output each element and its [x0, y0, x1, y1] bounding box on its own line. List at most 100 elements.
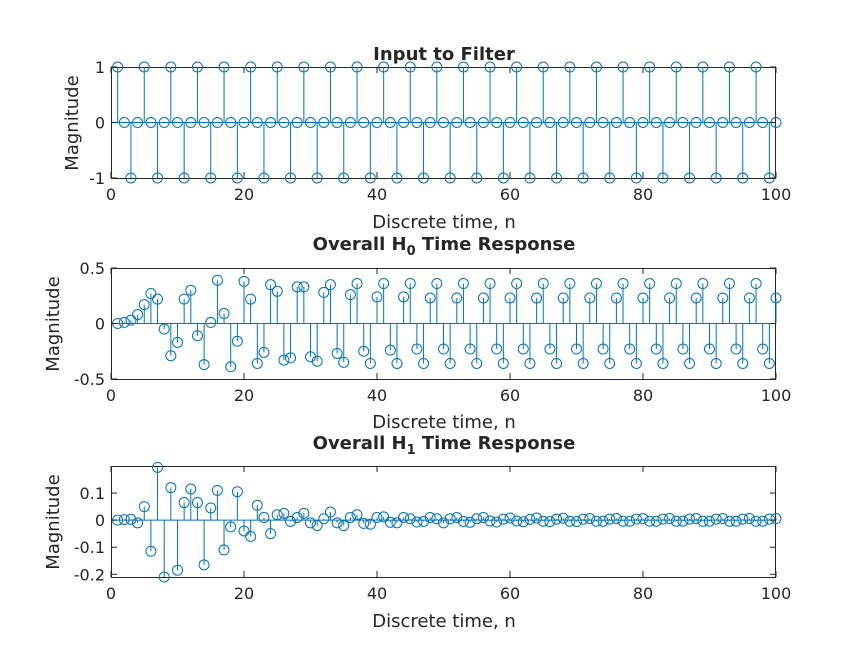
stem-marker: [537, 61, 549, 73]
stem-marker: [211, 117, 223, 128]
stem-marker: [710, 513, 722, 525]
stem-marker: [324, 506, 336, 518]
stem-marker: [551, 513, 563, 525]
stem-marker: [511, 61, 523, 73]
tick-marks: [110, 267, 777, 380]
stem-marker: [185, 117, 197, 128]
stem-marker: [531, 292, 543, 304]
stem-marker: [544, 117, 556, 128]
stem-marker: [378, 278, 390, 290]
stem-marker: [418, 516, 430, 527]
stem-marker: [398, 117, 410, 128]
stem-marker: [218, 61, 230, 73]
stem-marker: [524, 172, 536, 184]
stem-marker: [384, 117, 396, 128]
x-tick-label: 0: [106, 584, 116, 603]
stem-marker: [677, 343, 689, 355]
stem-marker: [497, 513, 509, 525]
stem-marker: [684, 357, 696, 369]
x-axis-label: Discrete time, n: [372, 611, 516, 632]
x-tick-label: 20: [234, 185, 254, 204]
stem-marker: [743, 513, 755, 525]
stem-marker: [364, 172, 376, 184]
subplot-h1-response: 0 20 40 60 80 100 -0.2 -0.1 0 0.1 Overall H1 Time…: [43, 433, 791, 632]
stem-marker: [231, 486, 243, 498]
stem-marker: [351, 61, 363, 73]
stem-marker: [464, 516, 476, 528]
stem-marker: [318, 513, 330, 525]
stem-marker: [138, 501, 150, 513]
y-axis-label: Magnitude: [43, 276, 64, 371]
stem-marker: [617, 278, 629, 290]
stem-marker: [637, 292, 649, 304]
stem-marker: [391, 357, 403, 369]
x-tick-label: 60: [500, 584, 520, 603]
stem-marker: [344, 511, 356, 523]
stem-marker: [324, 279, 336, 291]
stem-marker: [531, 512, 543, 524]
stem-marker: [477, 511, 489, 523]
stem-marker: [258, 172, 270, 184]
stem-marker: [391, 172, 403, 184]
stem-marker: [245, 61, 257, 73]
stem-marker: [351, 509, 363, 521]
stem-marker: [590, 61, 602, 73]
stem-marker: [198, 117, 210, 128]
stem-marker: [564, 61, 576, 73]
stem-marker: [451, 511, 463, 523]
stem-marker: [677, 515, 689, 527]
stem-marker: [251, 357, 263, 369]
stem-marker: [584, 117, 596, 128]
stem-marker: [278, 117, 290, 128]
stem-marker: [331, 517, 343, 529]
stem-marker: [358, 117, 370, 128]
stem-marker: [411, 117, 423, 128]
stem-marker: [205, 316, 217, 328]
title-subscript: 1: [407, 443, 416, 458]
stem-marker: [331, 117, 343, 128]
x-tick-label: 60: [500, 185, 520, 204]
stem-marker: [298, 507, 310, 519]
stem-marker: [172, 336, 183, 348]
stem-marker: [178, 293, 190, 305]
stem-marker: [138, 299, 150, 311]
stem-marker: [743, 117, 755, 128]
stem-marker: [191, 330, 203, 342]
stem-marker: [431, 61, 443, 73]
tick-labels: 0 20 40 60 80 100-0.500.5: [74, 259, 791, 405]
stem-marker: [278, 507, 290, 519]
stem-marker: [511, 515, 523, 527]
x-tick-label: 80: [633, 185, 653, 204]
y-tick-label: 0: [95, 511, 105, 530]
title-suffix: Time Response: [416, 433, 576, 454]
stem-marker: [132, 517, 144, 529]
stem-marker: [571, 516, 582, 527]
stem-marker: [158, 571, 170, 583]
stem-marker: [158, 323, 170, 335]
stem-marker: [710, 357, 722, 369]
x-tick-label: 20: [234, 386, 254, 405]
stem-marker: [577, 172, 589, 184]
subplot-h0-response: 0 20 40 60 80 100-0.500.5 Overall H0 Time Res…: [43, 234, 791, 433]
stem-marker: [404, 513, 416, 525]
stem-marker: [551, 172, 563, 184]
y-tick-label: 0.5: [80, 259, 105, 278]
stem-marker: [165, 350, 177, 362]
stem-marker: [418, 172, 430, 184]
stem-marker: [730, 343, 742, 355]
subplot-title: Overall H0 Time Response: [313, 234, 576, 259]
stem-marker: [584, 513, 596, 525]
stem-marker: [730, 515, 742, 527]
stem-marker: [723, 61, 735, 73]
stem-marker: [684, 513, 696, 525]
stem-marker: [650, 343, 662, 355]
stem-marker: [750, 61, 762, 73]
x-tick-label: 0: [106, 386, 116, 405]
y-tick-label: 0: [95, 315, 105, 334]
stem-series: [111, 61, 782, 184]
stem-marker: [571, 117, 582, 128]
stem-marker: [497, 357, 509, 369]
stem-marker: [577, 357, 589, 369]
stem-marker: [225, 361, 237, 373]
